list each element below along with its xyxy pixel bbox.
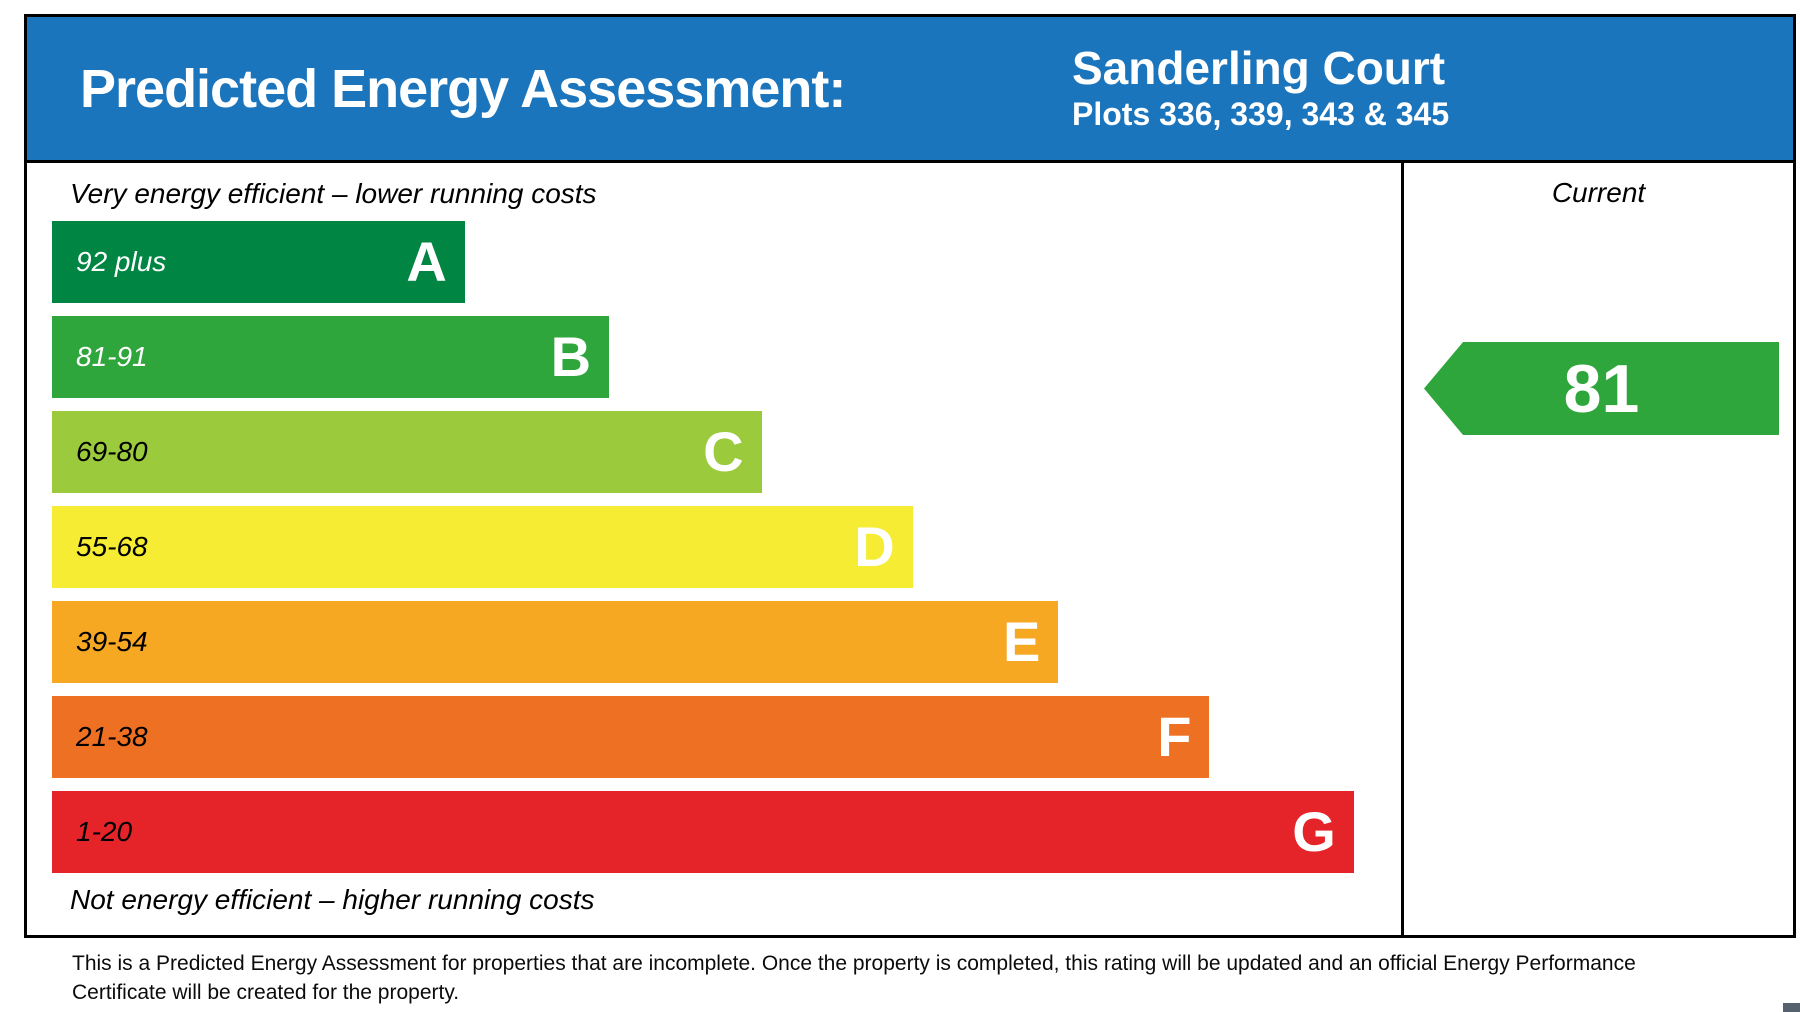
bottom-caption: Not energy efficient – higher running co… [70, 884, 595, 915]
epc-band-row: 92 plus A [52, 221, 1401, 303]
current-column-header: Current [1551, 177, 1646, 208]
current-rating-value: 81 [1563, 350, 1640, 427]
property-plots: Plots 336, 339, 343 & 345 [1072, 96, 1450, 133]
disclaimer-text: This is a Predicted Energy Assessment fo… [72, 952, 1636, 1004]
epc-band-bar: 69-80 C [52, 411, 762, 493]
epc-band-row: 81-91 B [52, 316, 1401, 398]
property-block: Sanderling Court Plots 336, 339, 343 & 3… [1072, 41, 1450, 135]
current-rating-column: Current 81 [1404, 163, 1793, 935]
certificate-box: Predicted Energy Assessment: Sanderling … [24, 14, 1796, 938]
epc-band-letter: G [1292, 800, 1336, 863]
epc-band-bar: 39-54 E [52, 601, 1059, 683]
epc-band-bar: 92 plus A [52, 221, 465, 303]
epc-chart-column: Very energy efficient – lower running co… [27, 163, 1404, 935]
epc-band-row: 69-80 C [52, 411, 1401, 493]
epc-band-letter: B [550, 325, 592, 388]
certificate-body: Very energy efficient – lower running co… [27, 163, 1793, 935]
epc-band-bar: 21-38 F [52, 696, 1210, 778]
epc-band-range-label: 55-68 [76, 531, 148, 562]
epc-band-range-label: 92 plus [76, 246, 167, 277]
corner-mark [1783, 1003, 1800, 1012]
certificate-header: Predicted Energy Assessment: Sanderling … [27, 17, 1793, 163]
epc-band-range-label: 69-80 [76, 436, 148, 467]
epc-band-letter: E [1002, 610, 1041, 673]
epc-band-row: 21-38 F [52, 696, 1401, 778]
epc-band-letter: D [854, 515, 895, 578]
epc-band-range-label: 39-54 [76, 626, 148, 657]
epc-band-range-label: 21-38 [76, 721, 148, 752]
top-caption: Very energy efficient – lower running co… [70, 178, 597, 209]
epc-band-letter: A [406, 230, 447, 293]
epc-band-letter: C [703, 420, 744, 483]
epc-band-row: 55-68 D [52, 506, 1401, 588]
epc-band-letter: F [1157, 705, 1192, 768]
epc-band-range-label: 81-91 [76, 341, 148, 372]
epc-band-row: 1-20 G [52, 791, 1401, 873]
property-name: Sanderling Court [1072, 41, 1446, 94]
page-title: Predicted Energy Assessment: [80, 58, 846, 119]
epc-band-bar: 55-68 D [52, 506, 913, 588]
epc-band-row: 39-54 E [52, 601, 1401, 683]
epc-band-bar: 1-20 G [52, 791, 1354, 873]
epc-band-range-label: 1-20 [76, 816, 133, 847]
epc-band-bar: 81-91 B [52, 316, 610, 398]
epc-bands: 92 plus A 81-91 B 69-80 C 55-68 D 39-54 … [52, 221, 1401, 873]
current-rating-arrow: 81 [1424, 342, 1779, 435]
